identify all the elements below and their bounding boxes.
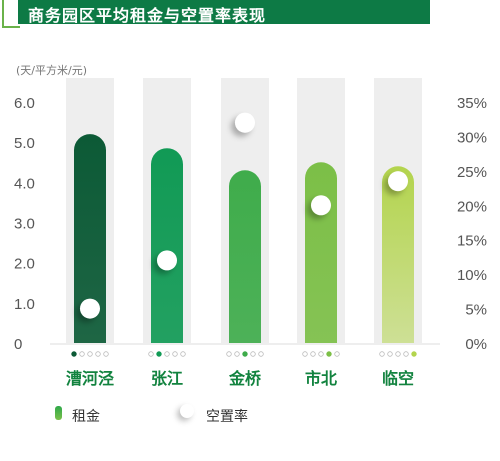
rent-bar (151, 148, 183, 343)
category-indicator-dot (164, 351, 170, 357)
category-indicator-dot (250, 351, 256, 357)
category-indicator-dot (234, 351, 240, 357)
y-right-tick-label: 25% (457, 164, 487, 181)
category-indicator-dot (87, 351, 93, 357)
y-right-tick-label: 20% (457, 198, 487, 215)
y-right-tick-label: 15% (457, 233, 487, 250)
y-left-tick-label: 1.0 (14, 296, 35, 313)
y-left-tick-label: 0 (14, 336, 22, 353)
category-indicator-dot (226, 351, 232, 357)
y-axis-unit-label: (天/平方米/元) (16, 64, 87, 77)
category-indicator-dot (411, 351, 417, 357)
category-indicator-dot (242, 351, 248, 357)
vacancy-dot (388, 171, 408, 192)
x-category-label: 张江 (151, 369, 183, 388)
legend-vacancy-label: 空置率 (206, 409, 248, 425)
title-banner: 商务园区平均租金与空置率表现 (18, 0, 430, 25)
legend-vacancy-swatch (180, 404, 194, 418)
y-left-tick-label: 5.0 (14, 135, 35, 152)
category-indicator-dot (326, 351, 332, 357)
y-left-tick-label: 4.0 (14, 175, 35, 192)
vacancy-dot (311, 195, 331, 216)
x-category-label: 临空 (382, 369, 414, 388)
x-category-label: 漕河泾 (66, 369, 114, 388)
x-category-label: 市北 (305, 369, 337, 388)
category-indicator-dot (379, 351, 385, 357)
category-indicator-dot (103, 351, 109, 357)
category-indicator-dot (334, 351, 340, 357)
x-category-label: 金桥 (228, 369, 262, 388)
category-indicator-dot (387, 351, 393, 357)
category-indicator-dot (71, 351, 77, 357)
category-indicator-dot (148, 351, 154, 357)
vacancy-dot (235, 112, 255, 133)
category-indicator-dot (172, 351, 178, 357)
rent-bar (305, 162, 337, 343)
category-indicator-dot (95, 351, 101, 357)
vacancy-dot (157, 250, 177, 271)
category-indicator-dot (403, 351, 409, 357)
y-left-tick-label: 2.0 (14, 256, 35, 273)
y-left-tick-label: 6.0 (14, 95, 35, 112)
category-indicator-dot (79, 351, 85, 357)
y-right-tick-label: 10% (457, 267, 487, 284)
y-right-tick-label: 30% (457, 129, 487, 146)
vacancy-dot (80, 298, 100, 319)
rent-bar (74, 134, 106, 343)
title-corner-decoration (2, 0, 20, 28)
y-right-tick-label: 5% (465, 302, 487, 319)
rent-bar (382, 166, 414, 343)
category-indicator-dot (258, 351, 264, 357)
chart-title: 商务园区平均租金与空置率表现 (28, 6, 267, 25)
category-indicator-dot (302, 351, 308, 357)
category-indicator-dot (395, 351, 401, 357)
rent-bar (229, 170, 261, 343)
category-indicator-dot (156, 351, 162, 357)
y-left-tick-label: 3.0 (14, 216, 35, 233)
legend-rent-label: 租金 (72, 409, 100, 425)
y-right-tick-label: 35% (457, 95, 487, 112)
y-right-tick-label: 0% (465, 336, 487, 353)
category-indicator-dot (310, 351, 316, 357)
category-indicator-dot (180, 351, 186, 357)
legend-rent-swatch (55, 406, 62, 420)
category-indicator-dot (318, 351, 324, 357)
